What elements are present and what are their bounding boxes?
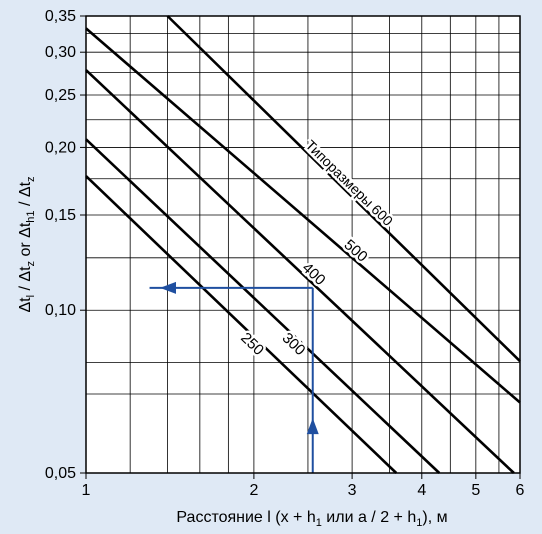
series-line <box>85 69 515 474</box>
y-axis-label: Δtl / Δtz or Δth1 / Δtz <box>17 176 37 312</box>
series-line <box>85 138 441 474</box>
y-tick-label: 0,15 <box>45 207 76 224</box>
x-axis-label: Расстояние l (x + h1 или a / 2 + h1), м <box>176 509 447 529</box>
tick-labels: 1 2 3 4 5 6 0,05 0,10 0,15 0,20 0,25 0,30 0,35 <box>45 8 525 499</box>
series-line <box>166 15 521 363</box>
y-tick-label: 0,35 <box>45 8 76 25</box>
x-tick-label: 4 <box>417 482 426 499</box>
arrow-up-icon <box>306 418 319 435</box>
x-tick-label: 2 <box>249 482 258 499</box>
arrow-left-icon <box>160 281 177 294</box>
annotation-arrows <box>149 281 319 473</box>
x-tick-label: 3 <box>348 482 357 499</box>
y-tick-label: 0,25 <box>45 87 76 104</box>
plot-frame <box>85 15 521 474</box>
series-line <box>85 175 398 474</box>
x-tick-label: 1 <box>82 482 91 499</box>
series-line <box>85 27 521 404</box>
series-lines <box>85 15 521 474</box>
y-tick-label: 0,20 <box>45 139 76 156</box>
x-tick-label: 5 <box>471 482 480 499</box>
grid <box>86 15 521 474</box>
y-tick-label: 0,10 <box>45 302 76 319</box>
x-tick-label: 6 <box>516 482 525 499</box>
y-tick-label: 0,30 <box>45 44 76 61</box>
y-tick-label: 0,05 <box>45 465 76 482</box>
